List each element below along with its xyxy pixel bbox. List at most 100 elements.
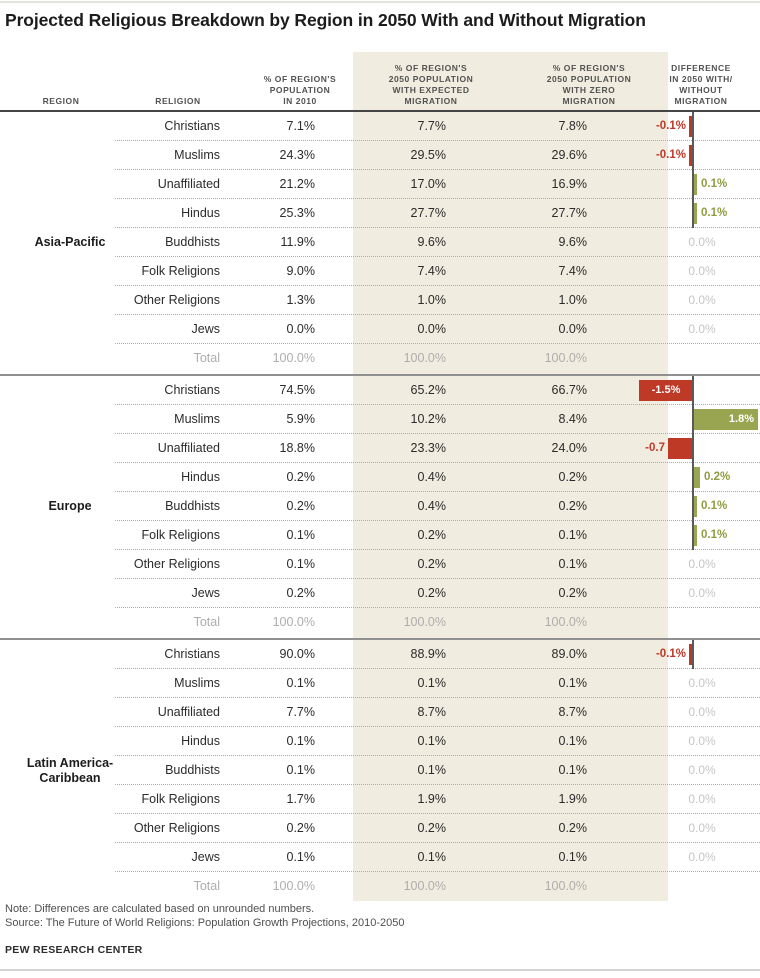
value-expected-cell: 8.7% (417, 705, 447, 719)
value-2010-cell: 1.7% (286, 792, 316, 806)
value-expected-cell: 0.1% (417, 734, 447, 748)
difference-axis-line (692, 640, 694, 669)
row-separator-dotted (115, 726, 760, 727)
difference-cell: 0.0% (620, 228, 760, 257)
difference-cell: -0.1% (620, 112, 760, 141)
difference-zero-label: 0.0% (688, 322, 716, 336)
value-zero-cell: 0.1% (558, 557, 588, 571)
column-header-difference: DIFFERENCE IN 2050 WITH/ WITHOUT MIGRATI… (669, 63, 733, 106)
difference-label: -0.1% (655, 120, 686, 132)
difference-zero-label: 0.0% (688, 235, 716, 249)
value-zero-cell: 8.4% (558, 412, 588, 426)
difference-cell: 0.1% (620, 170, 760, 199)
difference-label: 0.1% (701, 500, 728, 512)
religion-cell: Muslims (174, 676, 220, 690)
difference-label: -0.1% (655, 149, 686, 161)
value-2010-cell: 11.9% (280, 235, 315, 249)
table-row: Jews 0.0% 0.0% 0.0% 0.0% (0, 315, 760, 344)
value-zero-cell: 7.4% (558, 264, 588, 278)
religion-cell: Christians (164, 119, 220, 133)
value-2010-cell: 100.0% (272, 879, 315, 893)
table-row: Buddhists 11.9% 9.6% 9.6% 0.0% (0, 228, 760, 257)
religion-cell: Folk Religions (141, 264, 220, 278)
value-zero-cell: 0.1% (558, 763, 588, 777)
value-2010-cell: 0.2% (286, 470, 316, 484)
value-zero-cell: 24.0% (551, 441, 587, 455)
value-expected-cell: 0.1% (417, 676, 447, 690)
religion-cell: Unaffiliated (157, 177, 220, 191)
difference-cell: 0.0% (620, 550, 760, 579)
row-separator-dotted (115, 697, 760, 698)
value-expected-cell: 7.4% (417, 264, 447, 278)
row-separator-dotted (115, 404, 760, 405)
difference-cell: 0.2% (620, 463, 760, 492)
value-expected-cell: 88.9% (410, 647, 446, 661)
table-row: Christians 7.1% 7.7% 7.8% -0.1% (0, 112, 760, 141)
value-expected-cell: 27.7% (410, 206, 446, 220)
value-2010-cell: 90.0% (279, 647, 315, 661)
difference-cell: 0.0% (620, 286, 760, 315)
difference-label: 0.1% (701, 207, 728, 219)
difference-bar (693, 174, 697, 195)
difference-label: 0.1% (701, 529, 728, 541)
difference-bar: -1.5% (639, 380, 693, 401)
table-row: Muslims 5.9% 10.2% 8.4% 1.8% (0, 405, 760, 434)
row-separator-dotted (115, 491, 760, 492)
value-expected-cell: 7.7% (417, 119, 447, 133)
column-header-zero-migration: % OF REGION'S 2050 POPULATION WITH ZERO … (546, 63, 632, 106)
value-zero-cell: 100.0% (544, 615, 587, 629)
difference-bar (689, 145, 693, 166)
value-expected-cell: 0.2% (417, 528, 447, 542)
value-zero-cell: 0.2% (558, 499, 588, 513)
top-border-line (0, 1, 760, 3)
value-expected-cell: 100.0% (403, 615, 446, 629)
religion-cell: Hindus (181, 470, 220, 484)
value-zero-cell: 1.9% (558, 792, 588, 806)
difference-cell: -1.5% (620, 376, 760, 405)
value-zero-cell: 0.2% (558, 586, 588, 600)
value-expected-cell: 23.3% (410, 441, 446, 455)
difference-bar (693, 525, 697, 546)
source-text: Source: The Future of World Religions: P… (5, 917, 405, 929)
value-expected-cell: 1.0% (417, 293, 447, 307)
value-2010-cell: 0.2% (286, 821, 316, 835)
value-expected-cell: 29.5% (410, 148, 446, 162)
table-row: Other Religions 0.1% 0.2% 0.1% 0.0% (0, 550, 760, 579)
value-2010-cell: 0.1% (286, 557, 316, 571)
table-row: Unaffiliated 21.2% 17.0% 16.9% 0.1% (0, 170, 760, 199)
row-separator-dotted (115, 256, 760, 257)
value-2010-cell: 100.0% (272, 351, 315, 365)
row-separator-dotted (115, 871, 760, 872)
total-row: Total 100.0% 100.0% 100.0% (0, 608, 760, 637)
difference-zero-label: 0.0% (688, 850, 716, 864)
row-separator-dotted (115, 607, 760, 608)
column-header-expected-migration: % OF REGION'S 2050 POPULATION WITH EXPEC… (388, 63, 474, 106)
row-separator-dotted (115, 343, 760, 344)
row-separator-dotted (115, 227, 760, 228)
note-text: Note: Differences are calculated based o… (5, 903, 315, 915)
row-separator-dotted (115, 668, 760, 669)
row-separator-dotted (115, 433, 760, 434)
value-expected-cell: 0.1% (417, 850, 447, 864)
value-zero-cell: 100.0% (544, 351, 587, 365)
row-separator-dotted (115, 198, 760, 199)
value-expected-cell: 17.0% (410, 177, 446, 191)
value-2010-cell: 0.2% (286, 586, 316, 600)
value-expected-cell: 1.9% (417, 792, 447, 806)
section-divider-line (0, 638, 760, 640)
value-2010-cell: 7.7% (286, 705, 316, 719)
page-title: Projected Religious Breakdown by Region … (5, 10, 646, 30)
religion-cell: Total (193, 351, 220, 365)
religion-cell: Total (193, 615, 220, 629)
value-expected-cell: 0.2% (417, 586, 447, 600)
value-2010-cell: 0.1% (286, 850, 316, 864)
value-2010-cell: 5.9% (286, 412, 316, 426)
difference-cell: 1.8% (620, 405, 760, 434)
value-zero-cell: 0.1% (558, 850, 588, 864)
value-2010-cell: 24.3% (279, 148, 315, 162)
value-zero-cell: 0.0% (558, 322, 588, 336)
value-2010-cell: 7.1% (286, 119, 316, 133)
brand-text: PEW RESEARCH CENTER (5, 944, 143, 956)
religion-cell: Jews (191, 586, 220, 600)
